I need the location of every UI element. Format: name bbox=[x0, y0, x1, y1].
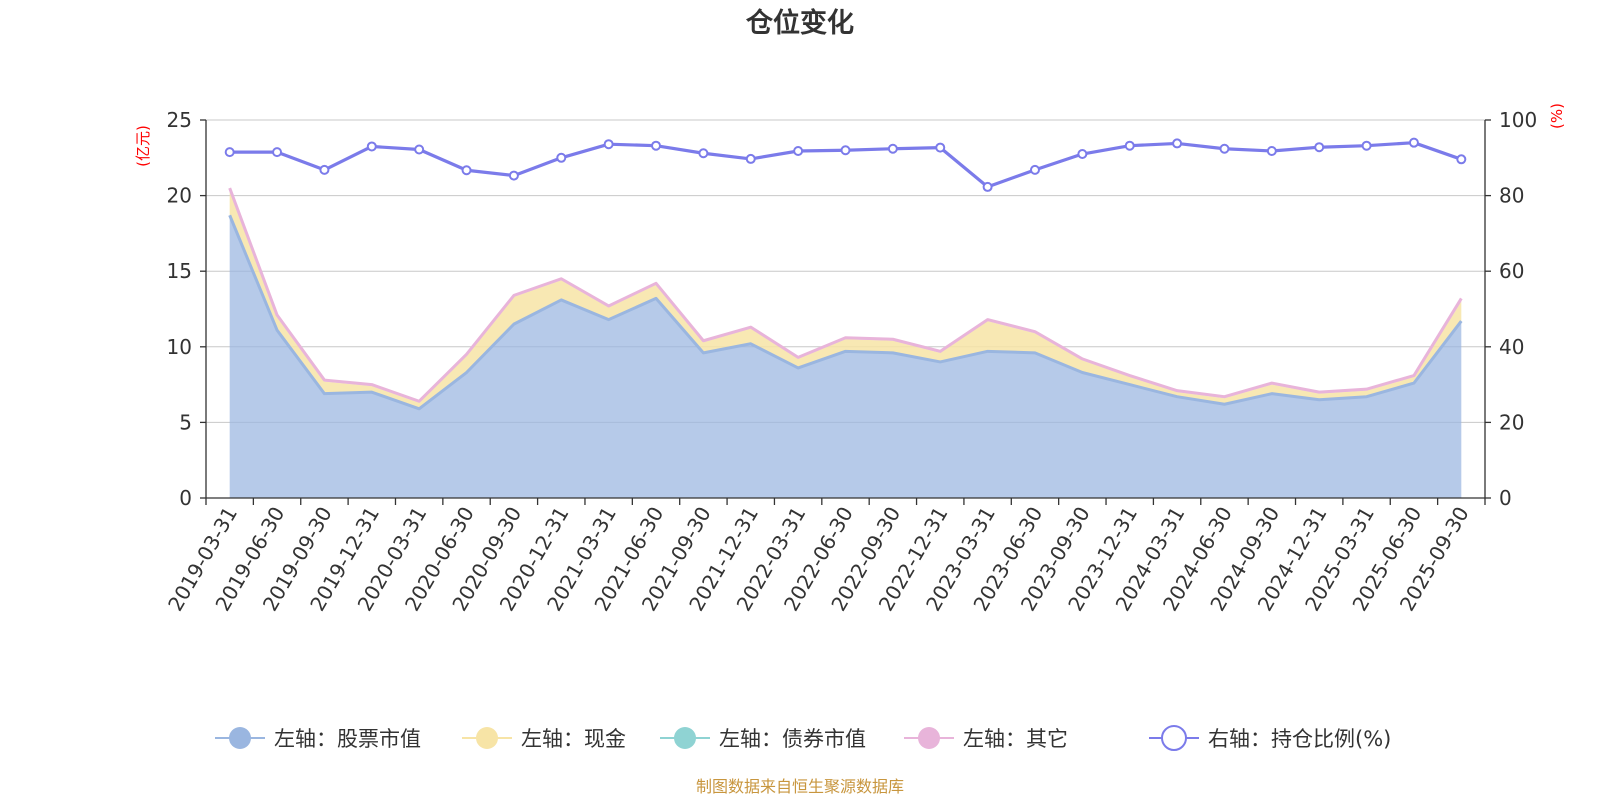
right-tick-label: 80 bbox=[1499, 184, 1524, 208]
legend-label: 左轴：股票市值 bbox=[274, 727, 421, 751]
right-tick-label: 20 bbox=[1499, 410, 1524, 434]
legend: 左轴：股票市值 左轴：现金 左轴：债券市值 左轴：其它 右轴：持仓比例(%) bbox=[215, 725, 1391, 751]
left-tick-label: 5 bbox=[179, 410, 192, 434]
stock-value-area bbox=[229, 215, 1462, 499]
cash-area bbox=[229, 191, 1462, 409]
ratio-point bbox=[745, 153, 756, 164]
stock-value-line bbox=[228, 214, 1463, 411]
ratio-point bbox=[1124, 140, 1135, 151]
ratio-point bbox=[319, 164, 330, 175]
right-axis-unit: (%) bbox=[1548, 103, 1566, 129]
ratio-point bbox=[651, 140, 662, 151]
left-tick-label: 20 bbox=[167, 184, 192, 208]
stacked-areas bbox=[228, 187, 1463, 499]
ratio-point bbox=[556, 152, 567, 163]
other-total-line bbox=[228, 187, 1463, 403]
ratio-point bbox=[1172, 138, 1183, 149]
right-tick-label: 100 bbox=[1499, 108, 1537, 132]
legend-label: 右轴：持仓比例(%) bbox=[1208, 727, 1391, 751]
legend-item: 左轴：其它 bbox=[904, 727, 1068, 751]
ratio-point bbox=[366, 141, 377, 152]
left-tick-label: 0 bbox=[179, 486, 192, 510]
ratio-point bbox=[840, 145, 851, 156]
ratio-point bbox=[414, 144, 425, 155]
legend-marker bbox=[476, 727, 498, 749]
legend-item: 左轴：现金 bbox=[462, 727, 626, 751]
ratio-line-series bbox=[224, 137, 1467, 192]
legend-marker bbox=[918, 727, 940, 749]
ratio-point bbox=[1077, 149, 1088, 160]
right-tick-label: 0 bbox=[1499, 486, 1512, 510]
left-tick-label: 10 bbox=[167, 335, 192, 359]
ratio-point bbox=[887, 143, 898, 154]
ratio-point bbox=[1219, 143, 1230, 154]
ratio-point bbox=[1029, 164, 1040, 175]
ratio-point bbox=[935, 142, 946, 153]
left-tick-label: 15 bbox=[167, 259, 192, 283]
ratio-point bbox=[1266, 145, 1277, 156]
left-tick-label: 25 bbox=[167, 108, 192, 132]
right-tick-label: 40 bbox=[1499, 335, 1524, 359]
data-source-note: 制图数据来自恒生聚源数据库 bbox=[696, 777, 904, 796]
ratio-point bbox=[603, 139, 614, 150]
legend-item: 左轴：股票市值 bbox=[215, 727, 421, 751]
legend-item: 左轴：债券市值 bbox=[660, 727, 866, 751]
legend-label: 左轴：债券市值 bbox=[719, 727, 866, 751]
legend-marker bbox=[1161, 725, 1187, 751]
ratio-point bbox=[1314, 142, 1325, 153]
ratio-point bbox=[272, 147, 283, 158]
chart-title: 仓位变化 bbox=[745, 7, 854, 39]
legend-item: 右轴：持仓比例(%) bbox=[1149, 725, 1391, 751]
ratio-point bbox=[461, 165, 472, 176]
left-axis-unit: (亿元) bbox=[134, 125, 152, 167]
legend-marker bbox=[229, 727, 251, 749]
ratio-point bbox=[982, 181, 993, 192]
ratio-point bbox=[1456, 154, 1467, 165]
ratio-point bbox=[508, 170, 519, 181]
ratio-point bbox=[1408, 137, 1419, 148]
legend-label: 左轴：其它 bbox=[963, 727, 1068, 751]
ratio-point bbox=[793, 145, 804, 156]
legend-marker bbox=[674, 727, 696, 749]
ratio-point bbox=[224, 147, 235, 158]
ratio-point bbox=[698, 148, 709, 159]
right-tick-label: 60 bbox=[1499, 259, 1524, 283]
legend-label: 左轴：现金 bbox=[521, 727, 626, 751]
ratio-point bbox=[1361, 140, 1372, 151]
